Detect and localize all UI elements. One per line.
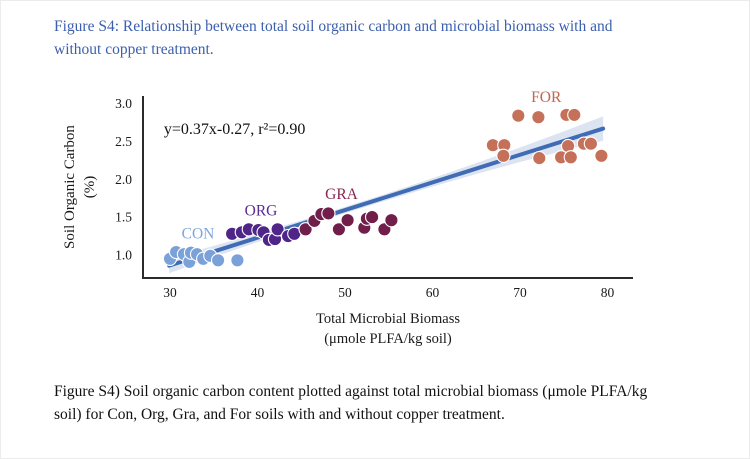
y-axis-title-line2: (%) — [82, 176, 98, 199]
y-tick-label: 2.0 — [115, 172, 132, 187]
scatter-plot: CON ORG GRA FOR y=0.37x-0.27, r²=0.90 30 40 50 6… — [62, 89, 633, 347]
y-tick-label: 1.5 — [115, 210, 132, 225]
figure-caption-top-line1: Figure S4: Relationship between total so… — [54, 18, 613, 35]
data-point-con — [230, 253, 245, 268]
x-tick-label: 70 — [513, 285, 527, 300]
data-point-for — [511, 108, 526, 123]
data-point-for — [567, 107, 582, 123]
data-point-con — [210, 253, 226, 268]
cluster-label-org: ORG — [245, 203, 278, 220]
data-point-gra — [384, 213, 399, 228]
data-point-for — [532, 150, 547, 166]
regression-line — [167, 126, 606, 268]
x-tick-label: 30 — [163, 285, 177, 300]
data-point-for — [594, 148, 609, 163]
y-axis-title-line1: Soil Organic Carbon — [62, 125, 78, 249]
data-point-gra — [331, 222, 347, 237]
x-axis-title-line1: Total Microbial Biomass — [316, 311, 460, 327]
cluster-label-gra: GRA — [325, 186, 359, 203]
figure-caption-bottom-line1: Figure S4) Soil organic carbon content p… — [54, 383, 648, 400]
data-point-org — [270, 222, 285, 237]
x-tick-label: 40 — [251, 285, 265, 300]
figure-caption-top-line2: without copper treatment. — [54, 41, 214, 58]
data-point-for — [563, 150, 578, 165]
data-point-for — [583, 136, 599, 151]
data-point-gra — [298, 222, 313, 237]
data-point-for — [496, 148, 511, 163]
y-tick-label: 2.5 — [115, 134, 132, 149]
cluster-label-for: FOR — [531, 89, 562, 106]
y-tick-label: 3.0 — [115, 96, 132, 111]
x-tick-label: 60 — [426, 285, 440, 300]
figure-caption-bottom: Figure S4) Soil organic carbon content p… — [54, 380, 719, 426]
cluster-label-con: CON — [182, 225, 215, 242]
axes-spines — [142, 96, 633, 279]
y-tick-label: 1.0 — [115, 248, 132, 263]
data-point-for — [531, 110, 546, 125]
x-tick-label: 50 — [338, 285, 352, 300]
figure-caption-bottom-line2: soil) for Con, Org, Gra, and For soils w… — [54, 406, 505, 423]
x-axis-title-line2: (μmole PLFA/kg soil) — [324, 331, 452, 347]
data-point-gra — [364, 209, 380, 225]
regression-equation: y=0.37x-0.27, r²=0.90 — [164, 121, 306, 138]
confidence-band — [169, 116, 604, 274]
x-tick-label: 80 — [601, 285, 615, 300]
figure-caption-top: Figure S4: Relationship between total so… — [54, 15, 719, 61]
data-point-gra — [321, 206, 336, 221]
data-point-gra — [340, 213, 355, 228]
